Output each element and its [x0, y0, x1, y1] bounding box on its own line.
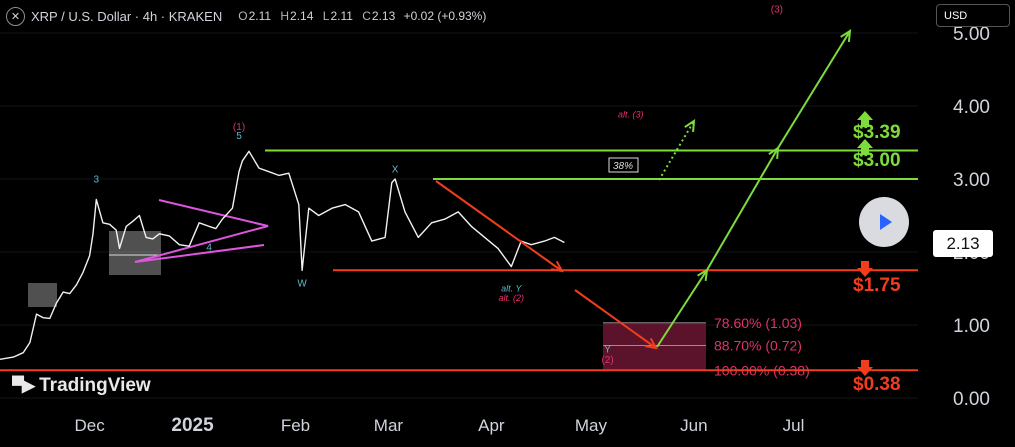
up-arrow-3 [777, 30, 851, 149]
level-label: $0.38 [853, 374, 901, 395]
y-tick-label: 0.00 [953, 389, 990, 410]
tradingview-mark-icon: ▀▶ [12, 376, 35, 395]
pct-label: 38% [613, 161, 633, 172]
up-arrow-3-head [840, 29, 852, 43]
range-box [109, 231, 161, 275]
x-tick-label: Mar [374, 416, 404, 435]
down-arrow-1 [435, 180, 563, 272]
triangle-lower [134, 244, 265, 263]
play-icon [880, 214, 892, 230]
wave-label: alt. (3) [618, 110, 644, 120]
symbol-title: XRP / U.S. Dollar · 4h · KRAKEN [31, 8, 223, 24]
up-arrow-1 [656, 269, 708, 348]
wave-label: X [392, 164, 399, 175]
y-axis: 0.001.002.003.004.005.00 [953, 24, 990, 410]
pct-box [608, 157, 639, 173]
price-series [0, 150, 565, 360]
wave-label: Y [604, 345, 611, 356]
x-tick-label: Apr [478, 416, 505, 435]
x-axis: Dec 2025 Feb Mar Apr May Jun Jul [75, 415, 805, 436]
down-arrow-1-head [550, 260, 564, 273]
change-value: +0.02 (+0.93%) [403, 9, 487, 23]
level-label: $3.00 [853, 150, 901, 171]
arrow-up-icon [857, 139, 873, 155]
y-tick-label: 3.00 [953, 170, 990, 191]
projection-arrows [435, 29, 852, 350]
arrow-up-icon [857, 111, 873, 127]
level-lines [0, 149, 918, 372]
x-tick-label: Jul [783, 416, 805, 435]
x-tick-label: May [575, 416, 608, 435]
x-tick-label: 2025 [171, 415, 214, 436]
chart-grid [0, 32, 918, 399]
tradingview-logo[interactable]: ▀▶ TradingView [12, 375, 151, 396]
wave-label: (3) [771, 5, 783, 16]
level-labels: $3.39 $3.00 $1.75 $0.38 [853, 111, 901, 395]
x-tick-label: Dec [75, 416, 106, 435]
ohlc-values: O2.11 H2.14 L2.11 C2.13 +0.02 (+0.93%) [238, 9, 487, 23]
wave-label: (2) [601, 355, 613, 366]
wave-label: 3 [93, 175, 99, 186]
arrow-down-icon [857, 261, 873, 277]
current-price-badge: 2.13 [933, 230, 993, 257]
down-arrow-2-head [644, 337, 658, 350]
y-tick-label: 5.00 [953, 24, 990, 45]
alt-up-arrow [658, 120, 695, 181]
alt-up-arrow-head [684, 119, 696, 133]
wave-label: 5 [236, 131, 242, 142]
level-label: $1.75 [853, 275, 901, 296]
wave-label: W [297, 278, 307, 289]
up-arrow-2 [706, 147, 779, 271]
range-box [28, 283, 57, 307]
currency-button[interactable]: USD [936, 4, 1010, 27]
down-arrow-2 [574, 289, 657, 349]
triangle-pattern [134, 199, 269, 263]
fib-zone: 78.60% (1.03)88.70% (0.72)100.00% (0.38) [603, 315, 810, 378]
level-label: $3.39 [853, 122, 901, 143]
xrp-icon: ✕ [6, 6, 25, 26]
price-line [0, 150, 565, 360]
x-tick-label: Jun [680, 416, 707, 435]
arrow-down-icon [857, 360, 873, 376]
fib-level-label: 88.70% (0.72) [714, 337, 802, 353]
wave-label: alt. (2) [499, 293, 525, 303]
x-tick-label: Feb [281, 416, 310, 435]
drawings: 38% [28, 157, 639, 307]
wave-label: 4 [206, 243, 212, 254]
y-tick-label: 4.00 [953, 97, 990, 118]
wave-label: (1) [233, 122, 245, 133]
chart-header: ✕ XRP / U.S. Dollar · 4h · KRAKEN O2.11 … [6, 6, 486, 26]
y-tick-label: 1.00 [953, 316, 990, 337]
replay-button[interactable] [859, 197, 909, 247]
fib-level-label: 78.60% (1.03) [714, 315, 802, 331]
wave-label: alt. Y [501, 283, 522, 293]
